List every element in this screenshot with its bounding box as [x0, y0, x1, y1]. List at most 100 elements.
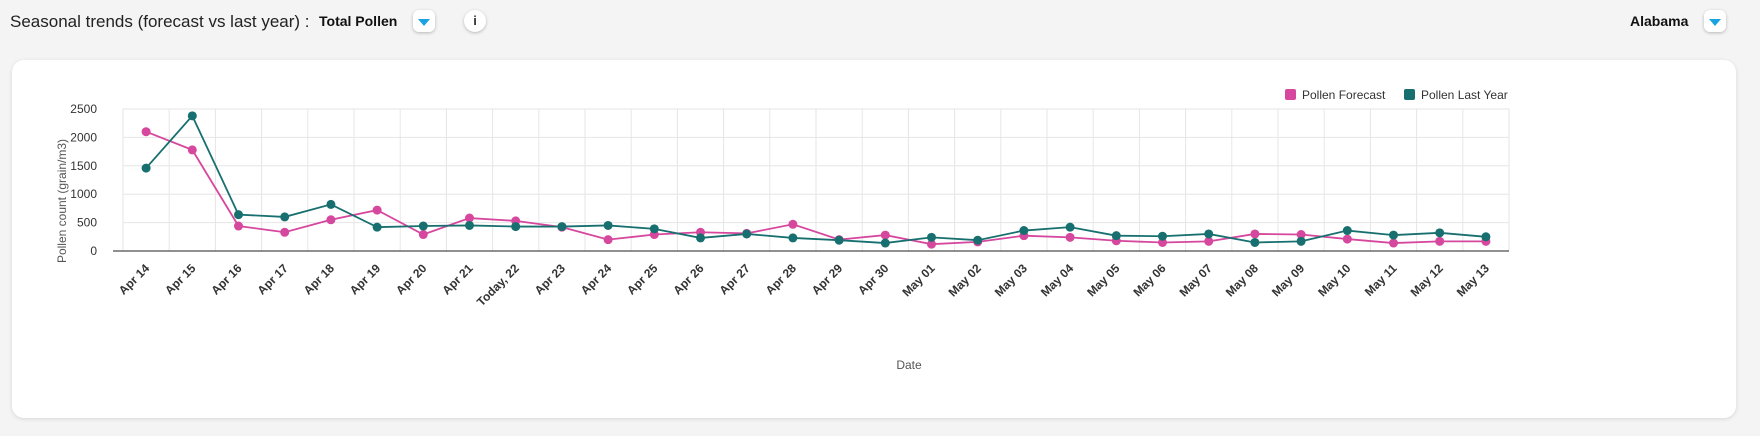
data-point-last-year[interactable] [973, 235, 983, 245]
data-point-last-year[interactable] [880, 238, 890, 248]
data-point-forecast[interactable] [418, 230, 428, 240]
data-point-forecast[interactable] [1250, 229, 1260, 239]
data-point-last-year[interactable] [418, 221, 428, 231]
legend-item-last-year[interactable]: Pollen Last Year [1404, 88, 1508, 102]
x-tick-label: Apr 20 [393, 261, 430, 298]
chart-title: Seasonal trends (forecast vs last year) … [10, 12, 310, 31]
data-point-forecast[interactable] [234, 221, 243, 231]
data-point-last-year[interactable] [465, 220, 474, 230]
data-point-forecast[interactable] [927, 239, 936, 249]
data-point-forecast[interactable] [1296, 230, 1306, 240]
x-tick-label: Apr 26 [670, 261, 707, 298]
data-point-last-year[interactable] [603, 220, 613, 230]
data-point-last-year[interactable] [1296, 236, 1306, 246]
data-point-forecast[interactable] [372, 205, 382, 215]
x-tick-label: May 11 [1362, 261, 1400, 299]
x-tick-label: Today, 22 [474, 261, 522, 309]
data-point-last-year[interactable] [1250, 237, 1260, 247]
x-tick-label: Apr 14 [116, 261, 153, 298]
data-point-forecast[interactable] [1435, 236, 1445, 246]
legend-swatch [1285, 89, 1296, 100]
chart-card: 0 500 1000 1500 2000 2500 Apr 14 Apr 15 Apr 16 A… [12, 60, 1736, 418]
x-tick-label: Apr 19 [347, 261, 384, 298]
region-dropdown-button[interactable] [1704, 10, 1726, 32]
data-point-last-year[interactable] [511, 222, 521, 232]
x-tick-label: May 13 [1454, 261, 1492, 299]
line-chart: 0 500 1000 1500 2000 2500 Apr 14 Apr 15 Apr 16 A… [55, 88, 1510, 372]
x-tick-label: Apr 28 [763, 261, 800, 298]
data-point-last-year[interactable] [1204, 229, 1214, 239]
data-point-forecast[interactable] [1204, 236, 1214, 246]
data-point-last-year[interactable] [326, 199, 336, 209]
x-axis-label: Date [896, 358, 922, 372]
y-tick-label: 2500 [70, 102, 97, 116]
legend-item-forecast[interactable]: Pollen Forecast [1285, 88, 1386, 102]
legend-label: Pollen Forecast [1302, 88, 1386, 102]
y-tick-label: 1500 [70, 159, 97, 173]
info-button[interactable]: i [464, 10, 486, 32]
x-tick-label: Apr 25 [624, 261, 661, 298]
x-tick-label: May 01 [899, 261, 937, 299]
data-point-forecast[interactable] [603, 235, 613, 245]
data-point-forecast[interactable] [1158, 237, 1167, 247]
data-point-forecast[interactable] [1342, 234, 1352, 244]
y-axis: 0 500 1000 1500 2000 2500 [70, 102, 97, 258]
data-point-forecast[interactable] [1065, 232, 1075, 242]
data-point-last-year[interactable] [834, 235, 844, 245]
x-tick-label: May 06 [1130, 261, 1168, 299]
legend-swatch [1404, 89, 1415, 100]
y-tick-label: 1000 [70, 187, 97, 201]
data-point-last-year[interactable] [1019, 226, 1029, 236]
data-point-forecast[interactable] [880, 230, 890, 240]
data-point-last-year[interactable] [927, 232, 936, 242]
data-point-last-year[interactable] [1111, 231, 1121, 241]
x-tick-label: Apr 23 [532, 261, 569, 298]
data-point-forecast[interactable] [326, 215, 336, 225]
data-point-last-year[interactable] [1389, 230, 1398, 240]
data-point-forecast[interactable] [141, 127, 151, 137]
x-tick-label: Apr 30 [855, 261, 892, 298]
data-point-last-year[interactable] [1065, 222, 1075, 232]
data-point-last-year[interactable] [696, 233, 705, 243]
chart-series [141, 111, 1491, 249]
data-point-last-year[interactable] [788, 233, 798, 243]
x-axis: Apr 14 Apr 15 Apr 16 Apr 17 Apr 18 Apr 19 Apr … [113, 250, 1509, 309]
y-axis-label: Pollen count (grain/m3) [55, 139, 69, 263]
data-point-last-year[interactable] [742, 229, 752, 239]
legend-label: Pollen Last Year [1421, 88, 1508, 102]
metric-selected-value: Total Pollen [319, 13, 398, 29]
data-point-last-year[interactable] [557, 222, 567, 232]
data-point-last-year[interactable] [280, 212, 290, 222]
data-point-last-year[interactable] [187, 111, 197, 121]
data-point-forecast[interactable] [1389, 238, 1398, 248]
x-tick-label: Apr 17 [255, 261, 292, 298]
region-selected-value: Alabama [1630, 13, 1689, 29]
data-point-last-year[interactable] [649, 224, 659, 234]
x-tick-label: Apr 21 [439, 261, 476, 298]
data-point-forecast[interactable] [788, 219, 798, 229]
x-tick-label: Apr 27 [717, 261, 754, 298]
data-point-last-year[interactable] [1342, 226, 1352, 236]
data-point-last-year[interactable] [1158, 231, 1167, 241]
data-point-last-year[interactable] [1481, 232, 1491, 242]
y-tick-label: 0 [90, 244, 97, 258]
y-tick-label: 2000 [70, 130, 97, 144]
x-tick-label: Apr 24 [578, 261, 615, 298]
data-point-forecast[interactable] [280, 227, 290, 237]
series-line-last-year [145, 114, 1486, 244]
x-tick-label: May 12 [1408, 261, 1446, 299]
data-point-last-year[interactable] [372, 222, 382, 232]
x-tick-label: May 07 [1177, 261, 1215, 299]
x-tick-label: Apr 15 [162, 261, 199, 298]
data-point-forecast[interactable] [465, 213, 474, 223]
x-tick-label: May 10 [1315, 261, 1353, 299]
x-tick-label: Apr 18 [301, 261, 338, 298]
data-point-last-year[interactable] [141, 163, 151, 173]
chart-grid [122, 108, 1510, 251]
data-point-last-year[interactable] [234, 210, 243, 220]
chevron-down-icon [1709, 18, 1721, 26]
data-point-forecast[interactable] [187, 145, 197, 155]
data-point-last-year[interactable] [1435, 228, 1445, 238]
chart-legend: Pollen Forecast Pollen Last Year [1285, 88, 1508, 102]
metric-dropdown-button[interactable] [413, 10, 435, 32]
